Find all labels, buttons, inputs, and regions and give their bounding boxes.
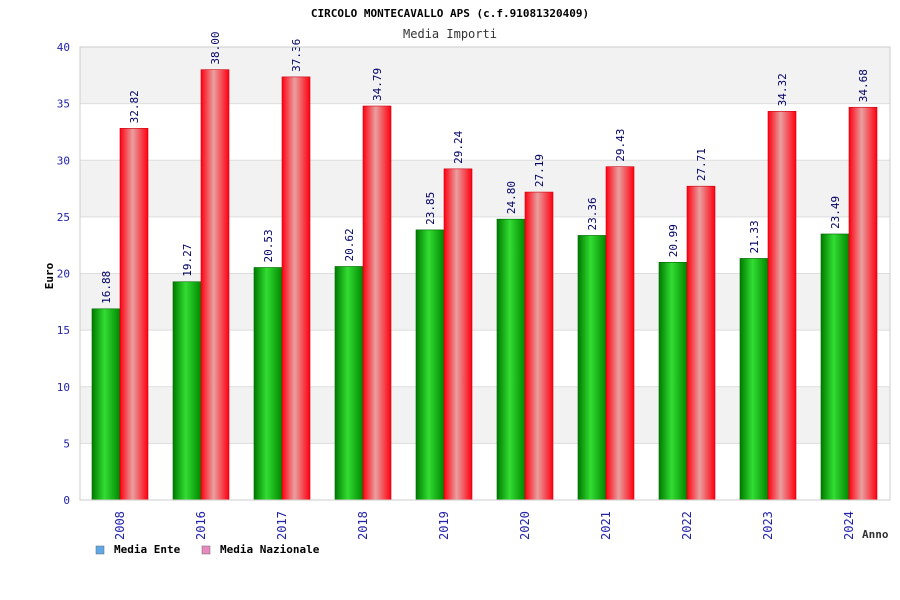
bar-media-ente <box>334 266 364 501</box>
y-tick-label: 5 <box>63 437 70 450</box>
bar-media-ente <box>91 308 121 501</box>
bar-media-ente <box>820 233 850 501</box>
bar-media-nazionale <box>686 185 716 501</box>
x-tick-label: 2019 <box>437 511 451 540</box>
bar-media-nazionale <box>362 105 392 501</box>
x-tick-label: 2020 <box>518 511 532 540</box>
data-label: 20.62 <box>343 228 356 261</box>
bar-media-ente <box>577 235 607 501</box>
x-tick-label: 2016 <box>194 511 208 540</box>
bar-media-ente <box>496 218 526 501</box>
x-tick-label: 2022 <box>680 511 694 540</box>
data-label: 32.82 <box>128 90 141 123</box>
x-tick-label: 2023 <box>761 511 775 540</box>
data-label: 20.53 <box>262 229 275 262</box>
plot-frame <box>79 46 891 501</box>
bar-media-nazionale <box>767 111 797 501</box>
data-label: 16.88 <box>100 271 113 304</box>
y-tick-label: 20 <box>57 268 70 281</box>
data-label: 29.24 <box>452 130 465 163</box>
y-tick-label: 15 <box>57 324 70 337</box>
x-tick-label: 2024 <box>842 511 856 540</box>
data-label: 37.36 <box>290 39 303 72</box>
data-label: 23.85 <box>424 192 437 225</box>
y-tick-label: 30 <box>57 154 70 167</box>
legend-label-media-nazionale: Media Nazionale <box>220 543 320 556</box>
y-tick-label: 35 <box>57 98 70 111</box>
legend-label-media-ente: Media Ente <box>114 543 181 556</box>
chart-title: CIRCOLO MONTECAVALLO APS (c.f.9108132040… <box>311 7 589 20</box>
bar-media-ente <box>415 229 445 501</box>
bar-media-ente <box>253 267 283 501</box>
x-tick-label: 2017 <box>275 511 289 540</box>
bar-media-nazionale <box>524 191 554 501</box>
y-tick-label: 10 <box>57 381 70 394</box>
y-tick-label: 40 <box>57 41 70 54</box>
legend-swatch-media-ente <box>95 545 105 555</box>
y-tick-label: 25 <box>57 211 70 224</box>
data-label: 29.43 <box>614 129 627 162</box>
data-label: 27.71 <box>695 148 708 181</box>
bar-media-nazionale <box>200 69 230 501</box>
y-axis-title: Euro <box>43 262 56 289</box>
data-label: 38.00 <box>209 32 222 65</box>
x-tick-label: 2021 <box>599 511 613 540</box>
data-label: 21.33 <box>748 220 761 253</box>
bar-media-nazionale <box>281 76 311 501</box>
data-label: 19.27 <box>181 244 194 277</box>
bar-media-nazionale <box>443 168 473 501</box>
data-label: 20.99 <box>667 224 680 257</box>
data-label: 27.19 <box>533 154 546 187</box>
bar-media-ente <box>658 261 688 501</box>
data-label: 23.36 <box>586 197 599 230</box>
data-label: 34.32 <box>776 73 789 106</box>
legend: Media Ente Media Nazionale <box>95 543 320 556</box>
chart-subtitle: Media Importi <box>403 27 497 41</box>
y-tick-label: 0 <box>63 494 70 507</box>
bar-media-nazionale <box>848 106 878 501</box>
bar-media-ente <box>739 258 769 501</box>
x-tick-label: 2018 <box>356 511 370 540</box>
bar-media-nazionale <box>605 166 635 501</box>
data-label: 34.79 <box>371 68 384 101</box>
bar-media-ente <box>172 281 202 501</box>
bar-media-nazionale <box>119 128 149 501</box>
x-axis-title: Anno <box>862 528 889 541</box>
data-label: 23.49 <box>829 196 842 229</box>
data-label: 34.68 <box>857 69 870 102</box>
legend-swatch-media-nazionale <box>201 545 211 555</box>
x-tick-label: 2008 <box>113 511 127 540</box>
data-label: 24.80 <box>505 181 518 214</box>
